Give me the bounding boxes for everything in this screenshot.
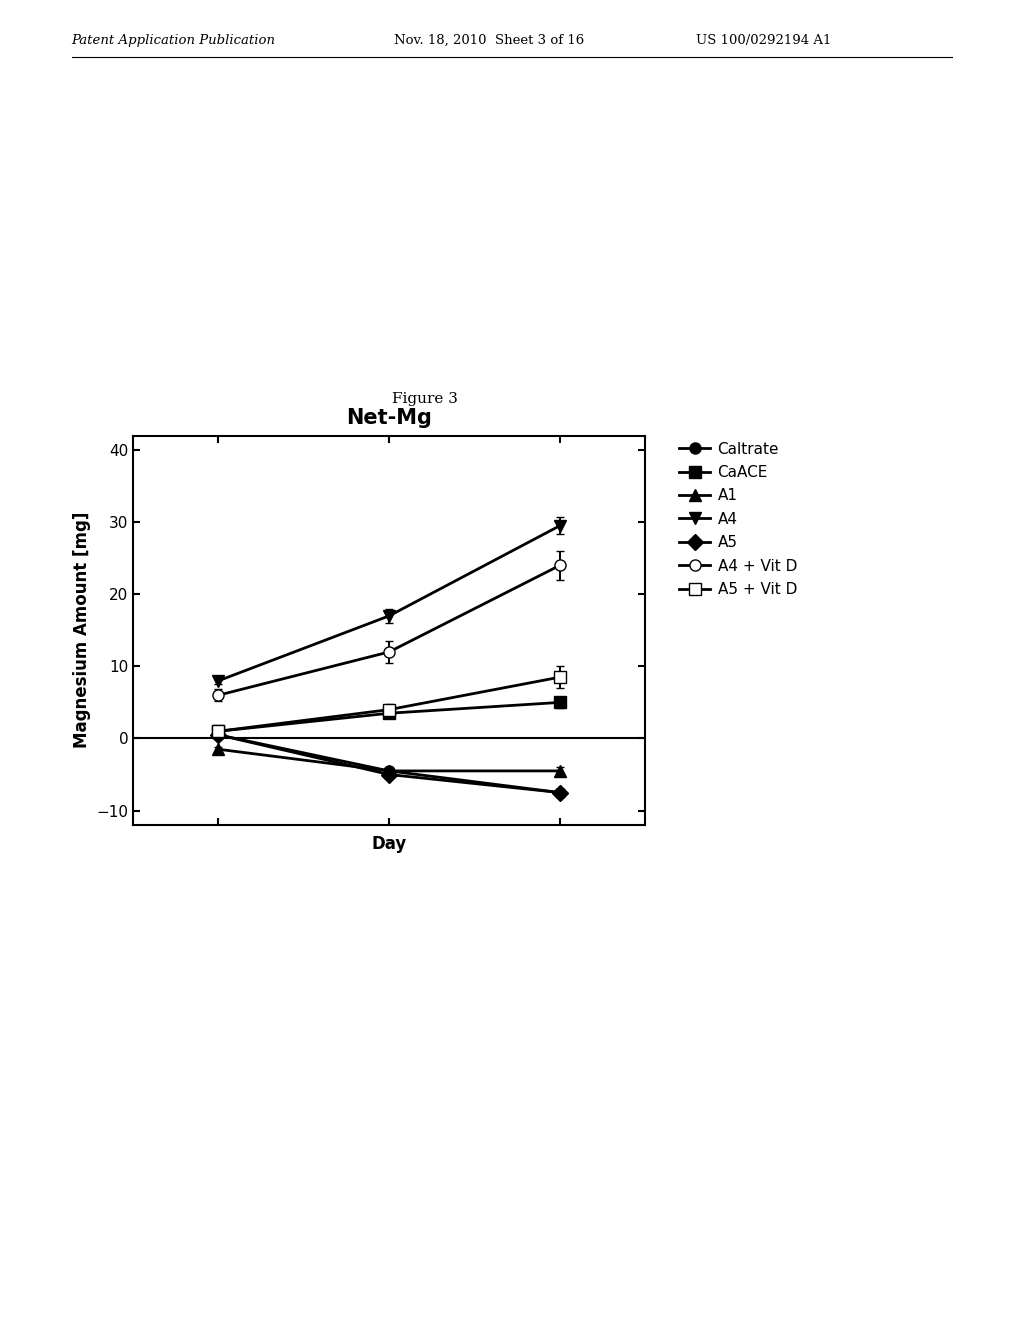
Text: US 100/0292194 A1: US 100/0292194 A1 — [696, 33, 831, 46]
Text: Figure 3: Figure 3 — [392, 392, 458, 405]
Text: Nov. 18, 2010  Sheet 3 of 16: Nov. 18, 2010 Sheet 3 of 16 — [394, 33, 585, 46]
Title: Net-Mg: Net-Mg — [346, 408, 432, 429]
Y-axis label: Magnesium Amount [mg]: Magnesium Amount [mg] — [73, 512, 91, 748]
Text: Patent Application Publication: Patent Application Publication — [72, 33, 275, 46]
X-axis label: Day: Day — [372, 836, 407, 854]
Legend: Caltrate, CaACE, A1, A4, A5, A4 + Vit D, A5 + Vit D: Caltrate, CaACE, A1, A4, A5, A4 + Vit D,… — [673, 436, 803, 603]
